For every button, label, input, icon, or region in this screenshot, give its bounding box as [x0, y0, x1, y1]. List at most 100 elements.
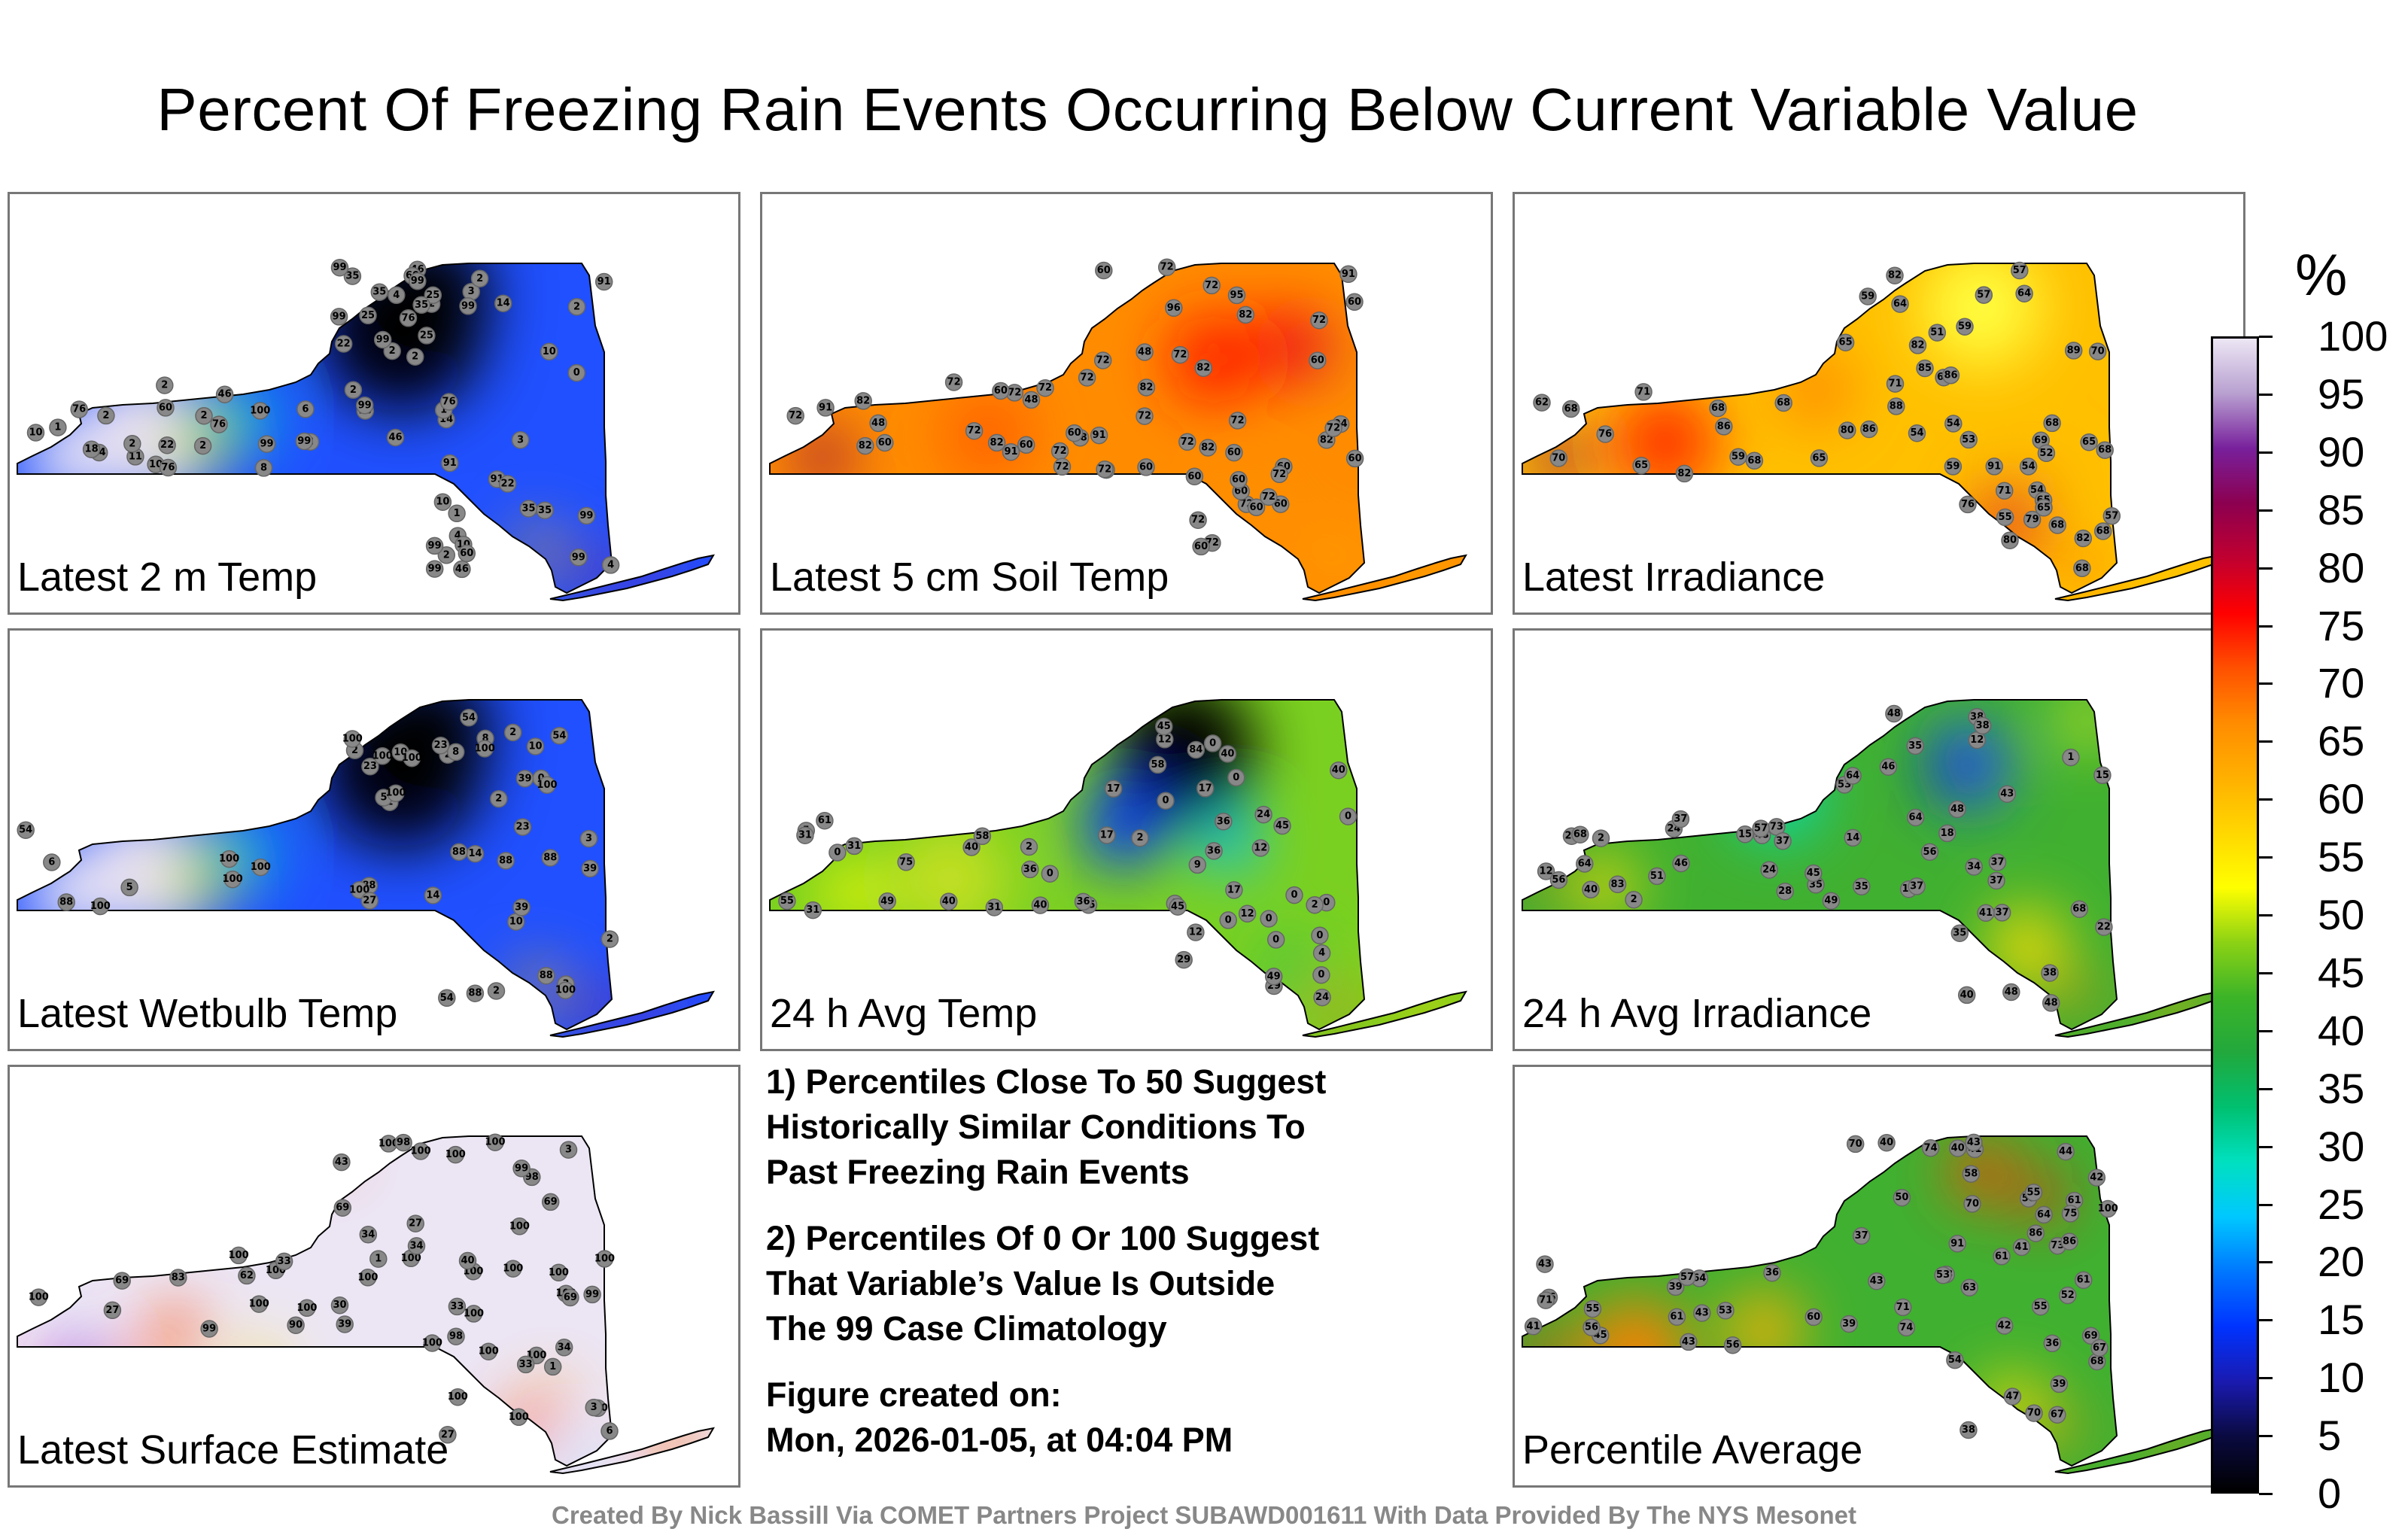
station-value: 2 — [607, 934, 613, 945]
field-blob — [239, 1349, 277, 1387]
station-dot — [1074, 892, 1093, 911]
station-dot — [359, 306, 377, 325]
station-value: 64 — [1846, 771, 1859, 782]
station-value: 100 — [422, 1338, 442, 1349]
station-marker: 52 — [2037, 444, 2056, 463]
colorbar-tick-label: 45 — [2318, 948, 2365, 996]
station-dot — [1995, 1317, 2014, 1335]
station-dot — [424, 886, 442, 904]
station-value: 27 — [105, 1305, 119, 1316]
station-marker: 2 — [487, 982, 506, 1000]
colorbar-tick-mark — [2259, 798, 2273, 801]
station-marker: 56 — [1723, 1336, 1742, 1354]
station-value: 100 — [250, 405, 270, 416]
station-marker: 8 — [254, 459, 273, 477]
colorbar-tick-mark — [2259, 1203, 2273, 1206]
station-dot — [567, 298, 586, 316]
station-dot — [2048, 516, 2066, 534]
station-value: 46 — [1674, 858, 1688, 869]
station-marker: 99 — [330, 258, 349, 277]
station-value: 52 — [2039, 448, 2053, 459]
station-markers: 1001001001001001003927100100100100691009… — [29, 1133, 619, 1444]
station-value: 100 — [249, 1299, 269, 1310]
station-value: 86 — [2029, 1228, 2042, 1239]
station-dot — [360, 892, 379, 910]
station-marker: 65 — [1632, 456, 1650, 475]
station-dot — [1693, 1304, 1711, 1322]
state-outline — [549, 1427, 715, 1475]
station-dot — [1985, 457, 2003, 476]
station-marker: 17 — [1196, 780, 1215, 798]
panel-label: Percentile Average — [1522, 1427, 1863, 1473]
station-dot — [2099, 1199, 2118, 1218]
station-marker: 37 — [1671, 810, 1690, 828]
station-dot — [543, 1357, 562, 1376]
station-value: 2 — [1631, 894, 1637, 905]
station-marker: 48 — [1885, 704, 1903, 723]
station-marker: 0 — [1041, 865, 1060, 883]
note-line: Historically Similar Conditions To — [766, 1108, 1306, 1146]
station-value: 49 — [1267, 971, 1281, 982]
field-blob — [1613, 390, 1718, 495]
station-value: 86 — [1717, 421, 1731, 432]
station-marker: 100 — [250, 402, 270, 420]
station-value: 40 — [1332, 764, 1345, 776]
station-dot — [1187, 923, 1205, 941]
station-marker: 28 — [1776, 882, 1794, 901]
station-marker: 27 — [439, 1426, 457, 1444]
field-blob — [537, 1383, 567, 1413]
station-marker: 68 — [2088, 1352, 2106, 1371]
station-dot — [1090, 426, 1108, 445]
station-value: 41 — [1527, 1321, 1540, 1332]
station-value: 12 — [1540, 866, 1553, 877]
station-dot — [579, 829, 598, 848]
station-dot — [804, 901, 822, 919]
station-value: 82 — [1320, 434, 1333, 445]
station-dot — [2050, 1375, 2069, 1394]
station-dot — [816, 399, 835, 417]
station-marker: 12 — [1187, 923, 1205, 941]
station-dot — [869, 414, 887, 433]
station-marker: 14 — [466, 844, 485, 863]
station-value: 6 — [606, 1425, 613, 1436]
panel-surface: 1001001001001001003927100100100100691009… — [8, 1065, 740, 1488]
station-marker: 72 — [786, 406, 804, 425]
panel-average: 3936454443434136464210091863843404041424… — [1513, 1065, 2245, 1488]
station-dot — [1285, 886, 1303, 904]
station-dot — [1962, 1165, 1981, 1183]
station-dot — [965, 421, 984, 440]
station-marker: 88 — [450, 843, 468, 862]
station-value: 8 — [260, 462, 267, 473]
station-marker: 83 — [169, 1269, 187, 1287]
station-value: 28 — [1778, 886, 1792, 897]
station-marker: 40 — [1330, 761, 1348, 780]
station-dot — [1192, 537, 1210, 556]
station-dot — [1273, 816, 1291, 835]
station-marker: 60 — [1345, 449, 1364, 468]
station-value: 59 — [1946, 461, 1960, 473]
station-marker: 44 — [2057, 1142, 2075, 1161]
station-marker: 48 — [1948, 800, 1966, 819]
station-marker: 73 — [1768, 818, 1786, 836]
station-dot — [370, 283, 389, 301]
station-dot — [1312, 965, 1330, 984]
station-marker: 82 — [1236, 305, 1255, 324]
note-2: 2) Percentiles Of 0 Or 100 Suggest That … — [766, 1216, 1488, 1351]
station-value: 86 — [1862, 424, 1876, 435]
station-value: 68 — [2045, 418, 2059, 429]
station-marker: 14 — [424, 886, 442, 904]
station-marker: 46 — [1672, 854, 1690, 873]
station-value: 22 — [160, 439, 174, 451]
station-dot — [1175, 950, 1193, 969]
station-dot — [2042, 994, 2060, 1012]
station-marker: 98 — [523, 1168, 541, 1187]
station-value: 10 — [29, 427, 42, 439]
station-dot — [195, 406, 213, 425]
station-value: 71 — [1998, 485, 2011, 497]
station-value: 39 — [518, 773, 531, 784]
colorbar-tick-mark — [2259, 740, 2273, 743]
station-dot — [446, 743, 465, 761]
station-marker: 10 — [540, 342, 558, 361]
station-value: 60 — [1227, 447, 1241, 458]
station-marker: 91 — [1339, 265, 1358, 284]
